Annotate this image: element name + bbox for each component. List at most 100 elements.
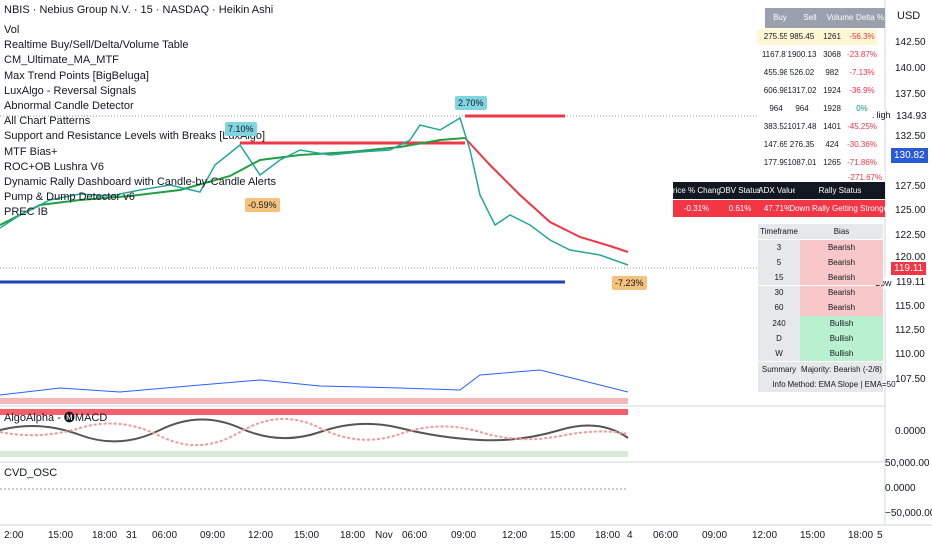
time-tick: 15:00 bbox=[550, 530, 576, 541]
annotation: -0.59% bbox=[245, 198, 280, 212]
price-tick: 127.50 bbox=[895, 181, 926, 192]
current-price: 130.82 bbox=[891, 148, 928, 163]
bias-info: Method: EMA Slope | EMA=50 bbox=[787, 377, 896, 393]
chart-title: NBIS · Nebius Group N.V. · 15 · NASDAQ ·… bbox=[4, 4, 274, 16]
high-label: High bbox=[872, 110, 891, 120]
table-cell: 606.98 bbox=[757, 83, 795, 99]
time-tick: 5 bbox=[877, 530, 883, 541]
price-tick: 132.50 bbox=[895, 131, 926, 142]
table-cell: 0% bbox=[847, 101, 877, 117]
rally-header: ADX Value bbox=[758, 182, 797, 199]
bias-cell: 5 bbox=[758, 255, 800, 271]
time-tick: 06:00 bbox=[653, 530, 679, 541]
table-cell: -23.87% bbox=[847, 47, 877, 63]
time-tick: 31 bbox=[126, 530, 138, 541]
bias-cell: Bearish bbox=[800, 240, 883, 255]
pane-tick: −50,000.00 bbox=[885, 508, 932, 519]
rally-header: OBV Status bbox=[719, 182, 761, 199]
bias-cell: Bearish bbox=[800, 285, 883, 301]
table-cell: 1924 bbox=[817, 83, 847, 99]
table-cell: -56.3% bbox=[847, 29, 877, 45]
table-cell: 177.99 bbox=[757, 155, 795, 171]
table-total: -271.67% bbox=[845, 171, 885, 185]
pane-title: CVD_OSC bbox=[4, 467, 58, 479]
rally-cell: -0.31% bbox=[673, 200, 720, 217]
table-cell: -45.25% bbox=[847, 119, 877, 135]
table-cell: 1167.87 bbox=[757, 47, 795, 63]
pane-tick: 0.0000 bbox=[895, 426, 926, 437]
bias-summary: Summary bbox=[758, 362, 800, 377]
price-tick: 115.00 bbox=[895, 301, 925, 312]
indicator-label: Pump & Dump Detector v6 bbox=[4, 191, 135, 204]
table-cell: 1087.01 bbox=[787, 155, 817, 171]
table-cell: 1900.13 bbox=[787, 47, 817, 63]
bias-header: Timeframe bbox=[758, 224, 800, 239]
indicator-label: MTF Bias+ bbox=[4, 145, 58, 158]
bias-cell: 15 bbox=[758, 270, 800, 286]
bias-cell: Bullish bbox=[800, 346, 883, 362]
indicator-label: Abnormal Candle Detector bbox=[4, 100, 134, 112]
table-cell: 1401 bbox=[817, 119, 847, 135]
table-cell: 1261 bbox=[817, 29, 847, 45]
time-tick: 09:00 bbox=[200, 530, 226, 541]
volume-band bbox=[0, 398, 628, 404]
bias-cell: 240 bbox=[758, 316, 800, 331]
pane-tick: 50,000.00 bbox=[885, 458, 930, 469]
price-tick: 112.50 bbox=[895, 325, 925, 336]
table-cell: 276.35 bbox=[787, 137, 817, 153]
time-tick: 06:00 bbox=[152, 530, 178, 541]
bias-cell: W bbox=[758, 346, 800, 362]
price-tick: 142.50 bbox=[895, 37, 926, 48]
time-tick: 18:00 bbox=[340, 530, 366, 541]
time-tick: 4 bbox=[627, 530, 633, 541]
time-tick: 09:00 bbox=[702, 530, 728, 541]
rally-cell: 47.71% bbox=[760, 200, 795, 217]
table-cell: 1017.48 bbox=[787, 119, 817, 135]
table-cell: -36.9% bbox=[847, 83, 877, 99]
time-tick: 09:00 bbox=[451, 530, 477, 541]
table-cell: 1928 bbox=[817, 101, 847, 117]
bias-info: Info bbox=[758, 377, 800, 393]
trend-ma bbox=[0, 137, 466, 226]
last-price: 119.11 bbox=[891, 262, 927, 275]
price-tick: 110.00 bbox=[895, 349, 925, 360]
bias-cell: 60 bbox=[758, 300, 800, 316]
indicator-label: All Chart Patterns bbox=[4, 115, 91, 128]
price-tick: 137.50 bbox=[895, 89, 926, 100]
time-tick: 18:00 bbox=[595, 530, 621, 541]
rally-cell: 0.61% bbox=[720, 200, 760, 217]
time-tick: 12:00 bbox=[502, 530, 528, 541]
indicator-label: CM_Ultimate_MA_MTF bbox=[4, 54, 119, 67]
rally-cell: Down Rally Getting Stronger bbox=[789, 200, 891, 217]
table-cell: 526.02 bbox=[787, 65, 817, 81]
time-tick: 06:00 bbox=[402, 530, 428, 541]
rally-header: Price % Change bbox=[668, 182, 725, 199]
time-tick: 15:00 bbox=[48, 530, 74, 541]
indicator-label: Realtime Buy/Sell/Delta/Volume Table bbox=[4, 39, 189, 52]
bias-cell: 3 bbox=[758, 240, 800, 255]
time-tick: 2:00 bbox=[4, 530, 24, 541]
table-cell: 455.98 bbox=[757, 65, 795, 81]
table-cell: 1265 bbox=[817, 155, 847, 171]
price-path bbox=[0, 116, 629, 266]
time-tick: 12:00 bbox=[752, 530, 778, 541]
signal-line bbox=[0, 418, 629, 446]
table-cell: 275.55 bbox=[757, 29, 795, 45]
volume-ma bbox=[0, 369, 629, 396]
macd-band bbox=[0, 451, 628, 457]
indicator-label: Vol bbox=[4, 24, 20, 36]
bias-cell: 30 bbox=[758, 285, 800, 301]
annotation: 2.70% bbox=[455, 96, 487, 110]
pane-tick: 0.0000 bbox=[885, 483, 916, 494]
bias-cell: Bullish bbox=[800, 331, 883, 347]
bias-cell: Bearish bbox=[800, 270, 883, 286]
table-cell: 964 bbox=[757, 101, 795, 117]
table-header: Buy bbox=[765, 8, 795, 28]
indicator-label: PREC IB bbox=[4, 206, 49, 219]
table-cell: -71.86% bbox=[847, 155, 877, 171]
price-tick: 120.00 bbox=[895, 252, 926, 263]
table-cell: 424 bbox=[817, 137, 847, 153]
price-tick: 122.50 bbox=[895, 230, 926, 241]
